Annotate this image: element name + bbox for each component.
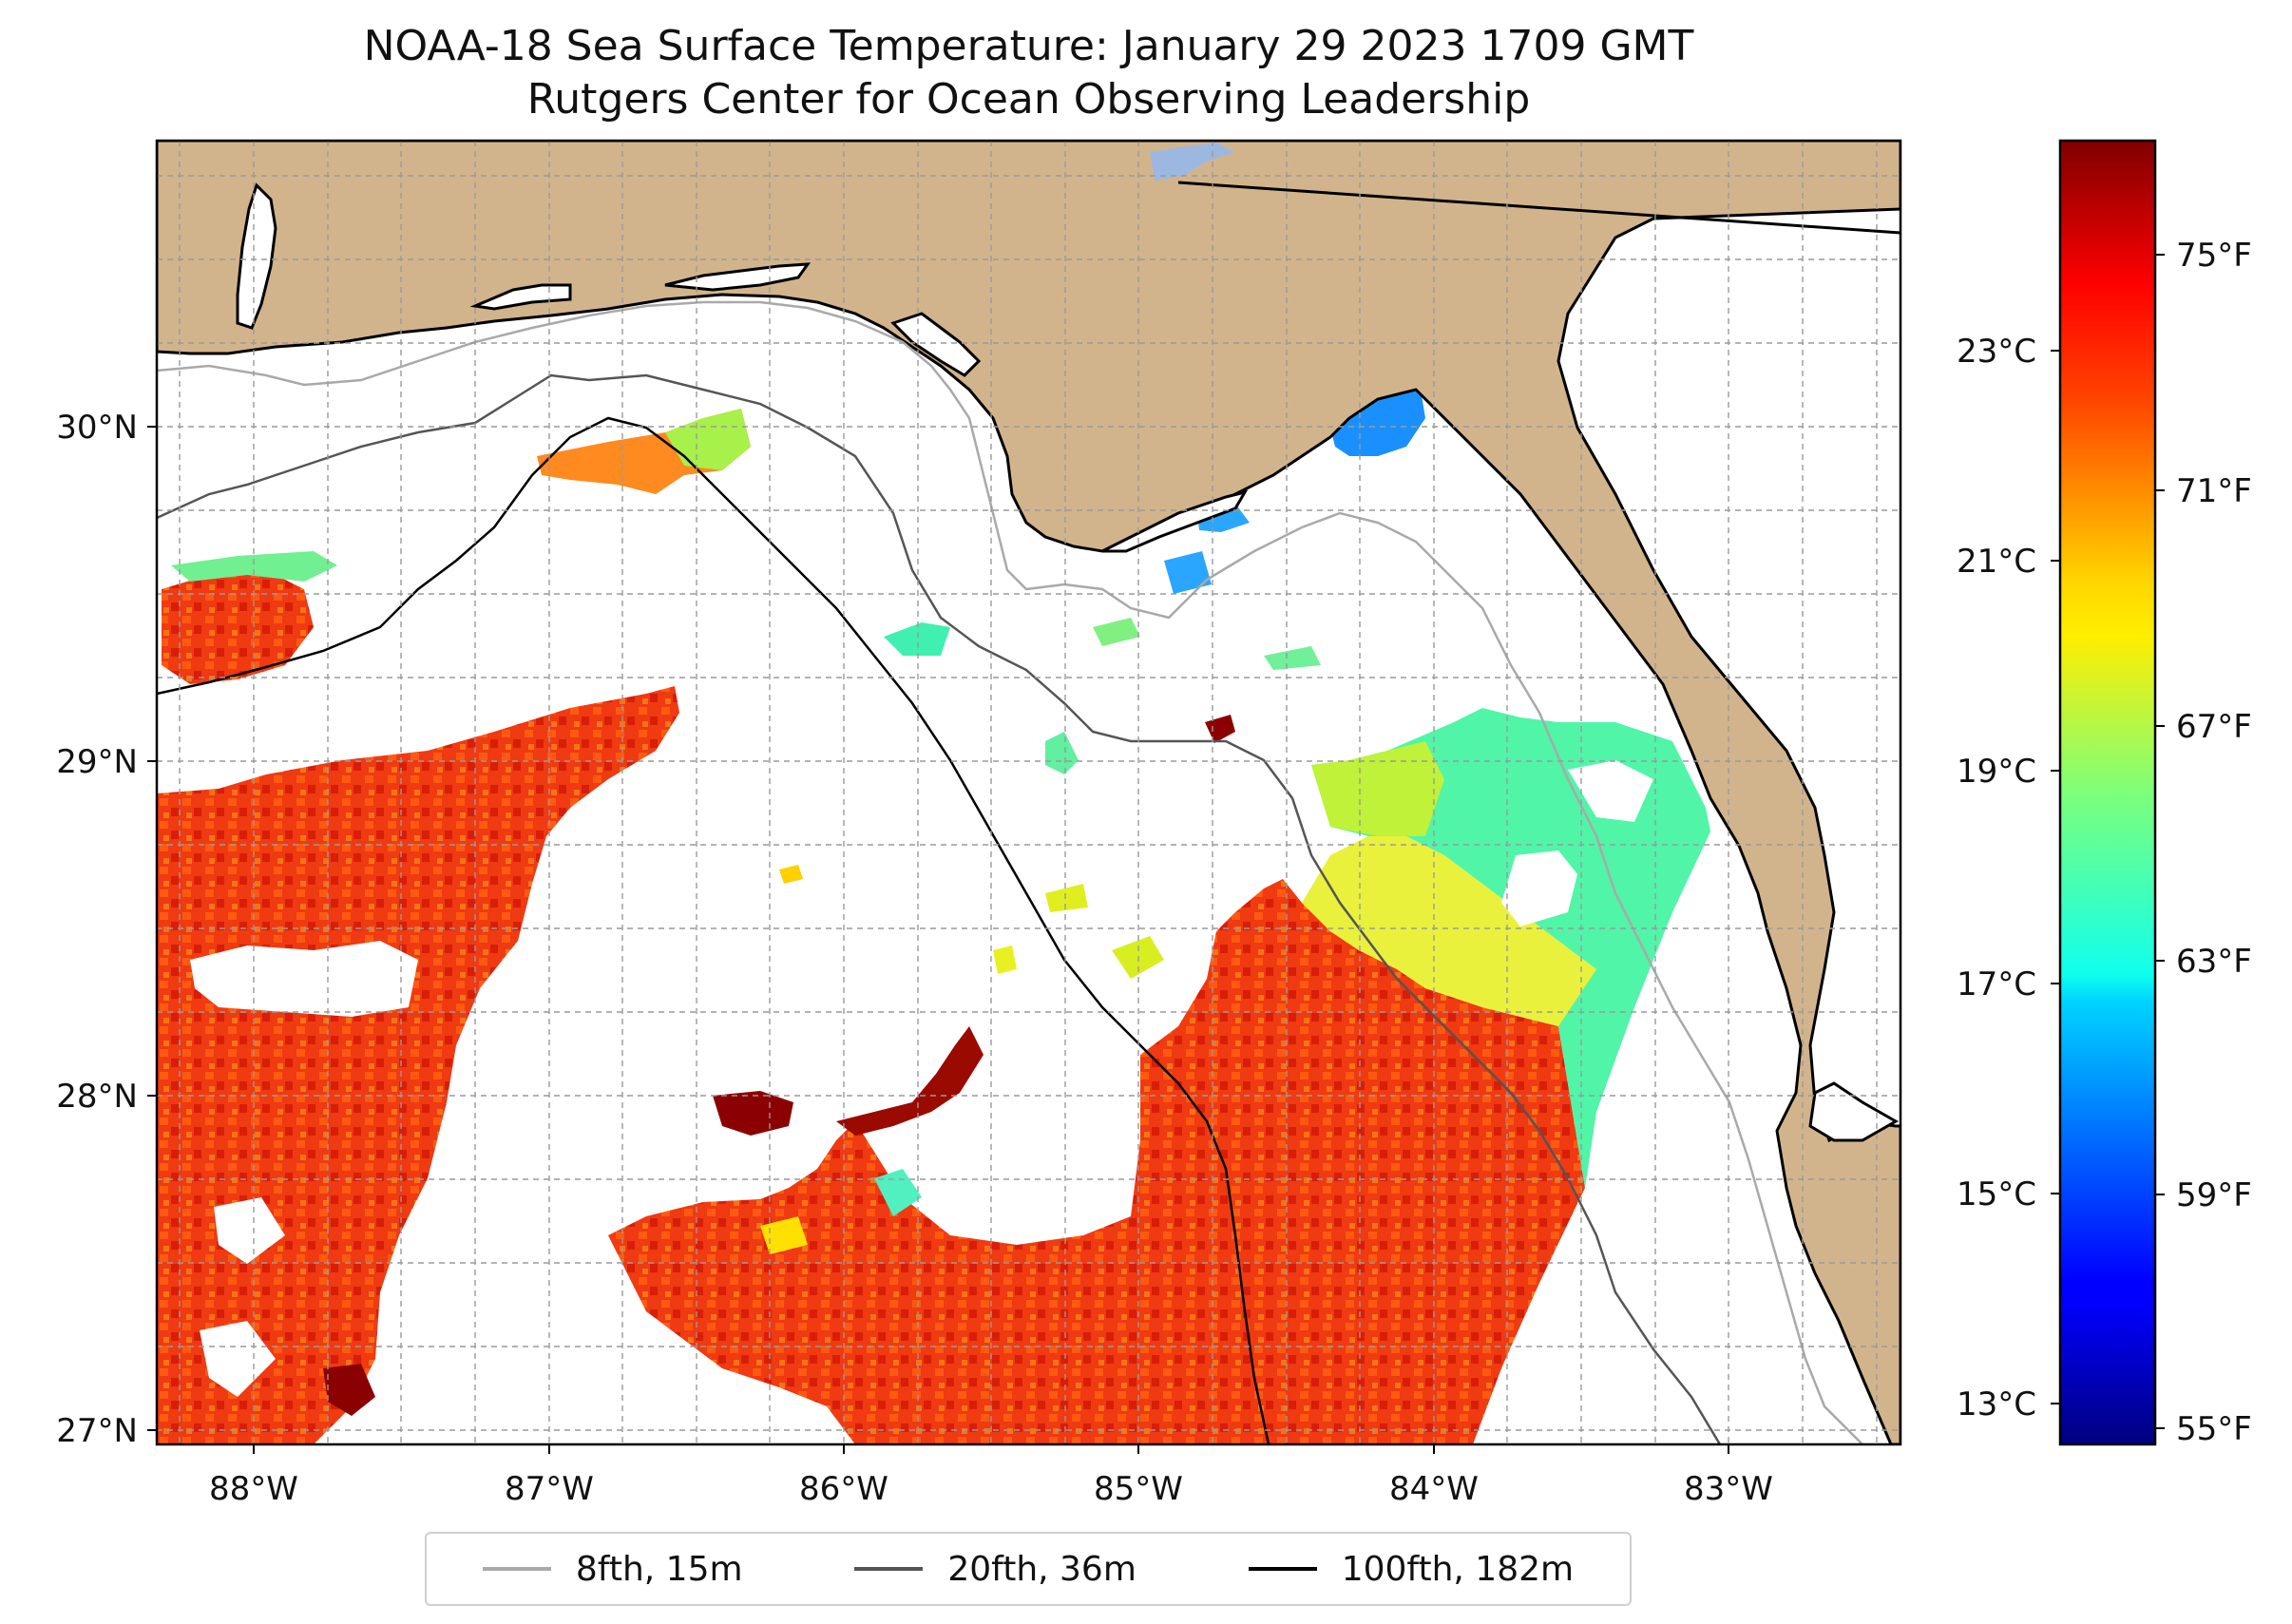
map-content [157, 141, 1900, 1444]
sst-patch-small-4 [1093, 618, 1140, 646]
colorbar-f-63: 63°F [2176, 943, 2252, 981]
legend-swatch-100fth [1248, 1567, 1317, 1571]
sst-patch-small-8 [993, 946, 1017, 974]
colorbar-f-55: 55°F [2176, 1410, 2252, 1448]
sst-hot-patch-4 [1205, 715, 1235, 743]
lat-label-29n: 29°N [56, 743, 138, 781]
legend-label-100fth: 100fth, 182m [1341, 1549, 1575, 1589]
lon-label-86w: 86°W [799, 1470, 888, 1508]
colorbar-f-59: 59°F [2176, 1176, 2252, 1214]
sst-west-warm-region [157, 686, 679, 1444]
legend-swatch-20fth [854, 1567, 924, 1571]
lon-label-83w: 83°W [1684, 1470, 1773, 1508]
lon-label-85w: 85°W [1094, 1470, 1183, 1508]
colorbar-c-21: 21°C [1957, 543, 2036, 581]
lon-label-87w: 87°W [505, 1470, 594, 1508]
tampa-bay [1808, 1081, 1900, 1142]
sst-east-yellowgreen [1311, 741, 1444, 836]
colorbar-c-13: 13°C [1957, 1385, 2036, 1423]
map-gridlines [157, 141, 1900, 1444]
contour-100fth-182m [157, 416, 1270, 1444]
sst-south-warm-swath [608, 879, 1585, 1444]
map-title: NOAA-18 Sea Surface Temperature: January… [363, 22, 1694, 70]
legend-item-20fth: 20fth, 36m [854, 1550, 1136, 1589]
colorbar-c-23: 23°C [1957, 333, 2036, 371]
map-frame [155, 139, 1902, 1446]
cloud-gap-east-1 [1501, 850, 1577, 927]
cloud-gap-west-2 [214, 1197, 285, 1264]
land-masses [157, 141, 1900, 1444]
sst-patch-small-9 [779, 865, 803, 884]
colorbar-c-15: 15°C [1957, 1175, 2036, 1213]
sst-patch-small-11 [760, 1216, 808, 1254]
contour-20fth-36m [157, 373, 1722, 1444]
lon-label-84w: 84°W [1389, 1470, 1479, 1508]
bathymetry-contours [157, 300, 1863, 1444]
lake-seminole [1150, 143, 1235, 181]
sst-hot-patch-3 [323, 1364, 375, 1416]
sst-satellite-data [157, 242, 1737, 1444]
legend-item-8fth: 8fth, 15m [482, 1549, 743, 1589]
sst-patch-small-7 [1045, 884, 1088, 912]
sst-north-green [665, 409, 751, 470]
contour-legend: 8fth, 15m 20fth, 36m 100fth, 182m [425, 1532, 1632, 1606]
sst-patch-small-2 [1045, 732, 1079, 774]
choctawhatchee-bay [664, 262, 812, 292]
cloud-gap-west-1 [190, 941, 418, 1017]
contour-8fth-15m [157, 300, 1863, 1444]
cloud-gap-east-2 [1568, 760, 1653, 822]
state-border-line [1177, 181, 1900, 235]
colorbar-c-19: 19°C [1957, 753, 2036, 791]
colorbar [2058, 139, 2157, 1446]
sst-patch-small-10 [874, 1169, 922, 1216]
legend-swatch-8fth [482, 1567, 551, 1571]
lon-label-88w: 88°W [209, 1470, 298, 1508]
cloud-gap-west-3 [200, 1321, 276, 1397]
colorbar-f-67: 67°F [2176, 708, 2252, 746]
colorbar-c-17: 17°C [1957, 965, 2036, 1003]
mobile-bay [236, 182, 277, 330]
sst-patch-small-1 [884, 622, 950, 656]
pensacola-bay [469, 283, 572, 311]
colorbar-ticks [2051, 254, 2165, 1429]
legend-item-100fth: 100fth, 182m [1248, 1549, 1575, 1589]
apalachicola-bay [1101, 489, 1249, 553]
sst-nw-warm-patch [162, 570, 314, 684]
sst-nw-green [171, 551, 337, 582]
st-andrew-bay [890, 312, 982, 377]
sst-hot-patch-2 [836, 1026, 984, 1136]
sst-patch-small-3 [1164, 551, 1212, 594]
axis-ticks [147, 426, 1729, 1454]
legend-label-8fth: 8fth, 15m [575, 1549, 743, 1589]
lat-label-28n: 28°N [56, 1078, 138, 1116]
colorbar-f-71: 71°F [2176, 472, 2252, 510]
land-northern-coast [157, 141, 1900, 1444]
lat-label-30n: 30°N [56, 409, 138, 447]
map-subtitle: Rutgers Center for Ocean Observing Leade… [526, 75, 1531, 124]
lat-label-27n: 27°N [56, 1412, 138, 1450]
legend-label-20fth: 20fth, 36m [947, 1549, 1136, 1589]
colorbar-f-75: 75°F [2176, 237, 2252, 275]
sst-hot-patch-1 [713, 1091, 793, 1136]
sst-patch-small-5 [1264, 646, 1321, 670]
